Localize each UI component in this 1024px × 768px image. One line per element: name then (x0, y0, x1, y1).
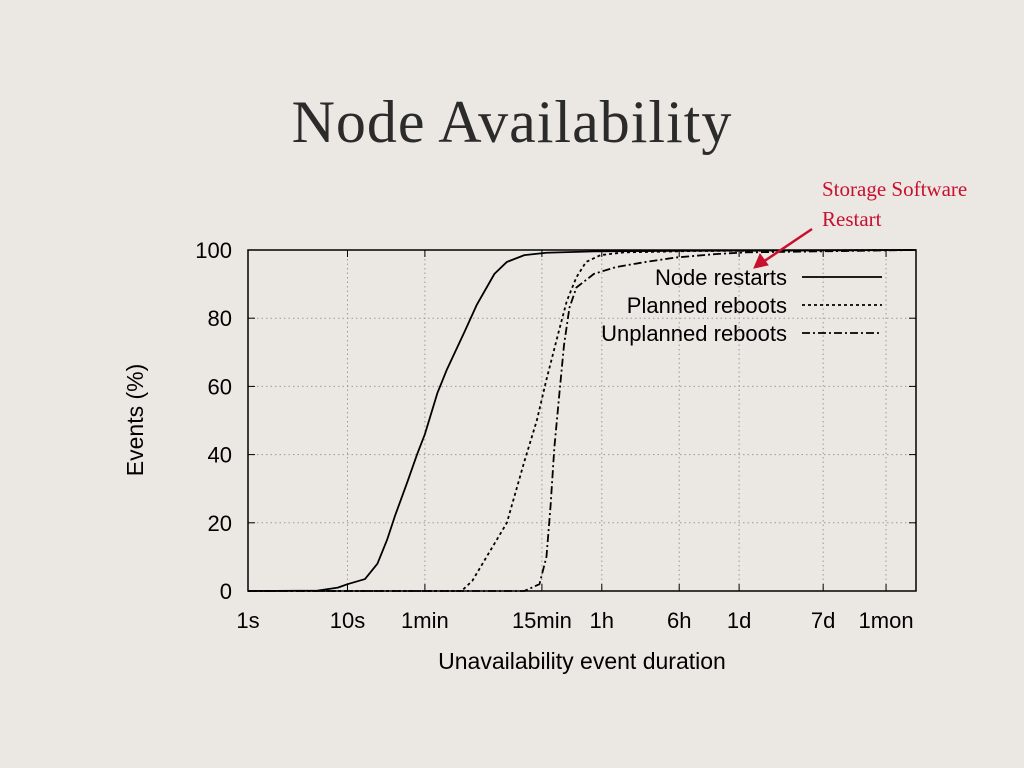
x-tick-label: 1min (401, 608, 449, 633)
x-axis-label: Unavailability event duration (438, 648, 726, 674)
legend-entry-label: Node restarts (655, 265, 787, 290)
annotation-line-1: Storage Software (822, 177, 968, 201)
x-tick-label: 15min (512, 608, 572, 633)
legend-entry-label: Planned reboots (627, 293, 787, 318)
annotation-arrow-shaft (759, 227, 813, 266)
x-tick-label: 6h (667, 608, 691, 633)
x-tick-label: 7d (811, 608, 835, 633)
annotation-arrow-head (753, 252, 769, 269)
y-tick-label: 40 (208, 443, 232, 468)
plot-frame (247, 249, 917, 592)
annotation-line-2: Restart (822, 207, 882, 231)
series-line-unplanned-reboots (248, 249, 917, 592)
y-tick-label: 0 (220, 579, 232, 604)
legend-entry-label: Unplanned reboots (601, 321, 787, 346)
series-line-planned-reboots (248, 249, 917, 592)
y-tick-label: 60 (208, 374, 232, 399)
slide-title: Node Availability (291, 89, 733, 155)
plot-area (248, 250, 916, 591)
y-tick-label: 80 (208, 306, 232, 331)
y-tick-label: 20 (208, 511, 232, 536)
x-tick-label: 1mon (859, 608, 914, 633)
y-axis-label: Events (%) (122, 364, 148, 476)
x-tick-label: 1d (727, 608, 751, 633)
y-tick-label: 100 (195, 238, 232, 263)
x-tick-label: 10s (330, 608, 365, 633)
x-tick-label: 1s (236, 608, 259, 633)
x-tick-label: 1h (590, 608, 614, 633)
series-line-node-restarts (247, 249, 917, 592)
annotation-label: Storage Software Restart (822, 174, 1022, 234)
